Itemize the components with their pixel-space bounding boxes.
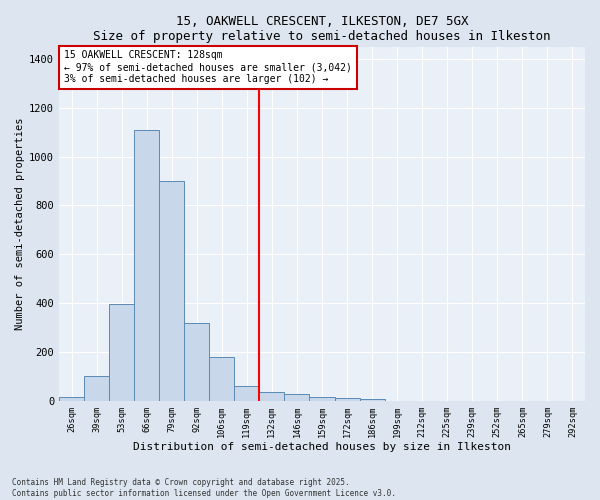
Bar (134, 130, 159, 400)
Bar (359, 398, 385, 400)
Title: 15, OAKWELL CRESCENT, ILKESTON, DE7 5GX
Size of property relative to semi-detach: 15, OAKWELL CRESCENT, ILKESTON, DE7 5GX … (93, 15, 551, 43)
Bar (109, 304, 134, 400)
Text: 15 OAKWELL CRESCENT: 128sqm
← 97% of semi-detached houses are smaller (3,042)
3%: 15 OAKWELL CRESCENT: 128sqm ← 97% of sem… (64, 50, 352, 84)
Bar (184, 322, 209, 400)
Bar (84, 376, 109, 400)
Y-axis label: Number of semi-detached properties: Number of semi-detached properties (15, 118, 25, 330)
Bar (159, 181, 184, 400)
Bar (310, 397, 335, 400)
Bar (335, 398, 359, 400)
Bar (59, 397, 84, 400)
Bar (284, 394, 310, 400)
Bar (209, 356, 235, 401)
Bar (259, 392, 284, 400)
Bar (235, 386, 259, 400)
X-axis label: Distribution of semi-detached houses by size in Ilkeston: Distribution of semi-detached houses by … (133, 442, 511, 452)
Text: Contains HM Land Registry data © Crown copyright and database right 2025.
Contai: Contains HM Land Registry data © Crown c… (12, 478, 396, 498)
